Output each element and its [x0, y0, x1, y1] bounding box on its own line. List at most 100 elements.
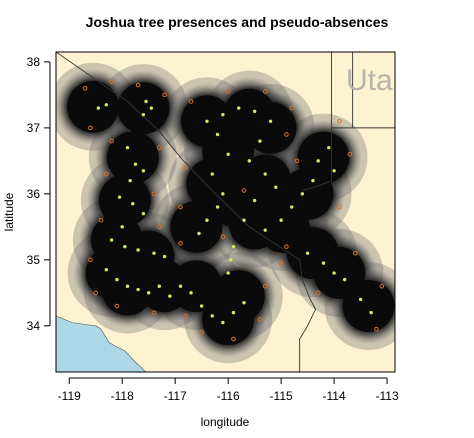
pseudo-absence-point-34 — [379, 283, 385, 289]
pseudo-absence-point-39 — [284, 132, 289, 137]
pseudo-absence-point-1 — [109, 79, 114, 84]
state-border-1 — [299, 259, 317, 372]
y-tick-label-4: 38 — [27, 55, 41, 69]
x-tick-label-5: -114 — [323, 389, 346, 403]
presence-point-25 — [178, 284, 183, 288]
presence-points — [96, 99, 373, 325]
pseudo-absence-point-25 — [262, 89, 268, 94]
pseudo-absence-point-16 — [183, 313, 189, 319]
pseudo-absence-point-38 — [241, 188, 247, 193]
pseudo-absence-point-19 — [257, 316, 263, 322]
pseudo-absence-point-26 — [289, 105, 295, 111]
pseudo-absence-point-9 — [98, 217, 104, 223]
x-tick-label-4: -115 — [270, 389, 293, 403]
x-axis: -119 -118 -117 -116 -115 -114 -113 — [58, 377, 399, 403]
buffer-core-3 — [98, 174, 151, 227]
presence-point-2 — [144, 99, 148, 104]
pseudo-absence-point-15 — [151, 310, 157, 315]
pseudo-absence-point-33 — [315, 290, 321, 296]
buffer-core-11 — [212, 270, 265, 323]
pseudo-absence-point-36 — [278, 260, 284, 266]
presence-point-18 — [104, 268, 109, 272]
presence-point-56 — [327, 145, 331, 150]
presence-point-35 — [221, 192, 225, 196]
pseudo-absence-point-18 — [231, 336, 236, 342]
pseudo-absence-point-13 — [93, 290, 99, 296]
presence-point-59 — [321, 261, 326, 265]
presence-point-42 — [252, 109, 257, 114]
buffer-core-9 — [170, 260, 223, 313]
presence-point-20 — [125, 284, 130, 288]
buffer-core-17 — [244, 101, 297, 154]
presence-point-1 — [104, 103, 109, 107]
presence-point-19 — [115, 277, 119, 282]
presence-point-28 — [210, 314, 214, 318]
presence-point-4 — [141, 112, 146, 117]
presence-point-3 — [149, 106, 154, 110]
plot-frame — [55, 51, 396, 373]
presence-point-33 — [205, 218, 209, 222]
presence-point-58 — [305, 251, 310, 255]
pseudo-absence-point-22 — [183, 165, 189, 170]
state-border-0 — [56, 52, 300, 261]
presence-point-9 — [117, 195, 122, 199]
presence-point-63 — [369, 310, 373, 315]
pseudo-absence-point-30 — [337, 204, 342, 210]
buffer-core-2 — [106, 131, 159, 184]
x-axis-label: longitude — [201, 415, 250, 429]
buffer-core-25 — [342, 280, 395, 333]
state-border-4 — [302, 180, 332, 191]
pseudo-absence-point-6 — [156, 145, 162, 150]
presence-point-8 — [128, 178, 132, 183]
presence-point-16 — [152, 251, 156, 255]
presence-point-64 — [231, 244, 236, 249]
presence-point-46 — [263, 172, 267, 176]
presence-point-62 — [358, 297, 363, 302]
pseudo-absence-point-14 — [114, 303, 120, 309]
presence-point-26 — [189, 291, 193, 295]
pseudo-absence-point-27 — [294, 158, 300, 164]
pseudo-absence-point-21 — [178, 204, 183, 210]
presence-point-38 — [215, 132, 220, 137]
pseudo-absence-points — [82, 79, 385, 342]
presence-point-0 — [96, 106, 101, 110]
pseudo-absence-point-17 — [199, 330, 204, 335]
plot-area: Uta — [56, 52, 395, 372]
pseudo-absence-point-32 — [352, 250, 358, 256]
presence-point-54 — [311, 178, 315, 183]
buffer-core-22 — [297, 131, 350, 184]
pseudo-absence-point-4 — [88, 125, 93, 131]
pseudo-absence-point-0 — [82, 85, 88, 91]
presence-point-30 — [231, 310, 236, 315]
pseudo-absence-point-7 — [104, 171, 109, 177]
pseudo-absence-point-12 — [178, 241, 183, 246]
presence-point-22 — [146, 291, 151, 295]
presence-point-49 — [242, 218, 246, 222]
pseudo-absence-point-24 — [225, 89, 231, 94]
pseudo-absence-point-2 — [135, 82, 141, 88]
pseudo-absence-point-3 — [162, 92, 167, 98]
x-tick-label-1: -118 — [111, 389, 134, 403]
pseudo-absence-point-31 — [284, 244, 289, 249]
pseudo-absence-point-11 — [88, 257, 93, 263]
presence-point-12 — [120, 225, 124, 229]
buffer-core-8 — [122, 230, 175, 283]
buffer-core-26 — [207, 174, 260, 227]
pseudo-absence-point-37 — [220, 234, 226, 240]
y-tick-label-3: 37 — [27, 121, 41, 135]
buffer-core-0 — [67, 80, 120, 133]
y-tick-label-1: 35 — [27, 253, 41, 267]
presence-point-45 — [247, 159, 252, 163]
presence-point-21 — [136, 287, 140, 292]
presence-point-17 — [162, 254, 167, 259]
presence-point-44 — [258, 139, 262, 143]
ocean-polygon — [56, 315, 147, 372]
presence-point-5 — [125, 145, 130, 150]
presence-point-29 — [221, 320, 225, 325]
presence-point-11 — [141, 211, 146, 216]
y-tick-label-0: 34 — [27, 319, 41, 333]
presence-point-55 — [316, 159, 320, 163]
presence-point-24 — [168, 294, 172, 298]
pseudo-absence-point-29 — [347, 151, 353, 157]
presence-point-6 — [133, 162, 138, 166]
